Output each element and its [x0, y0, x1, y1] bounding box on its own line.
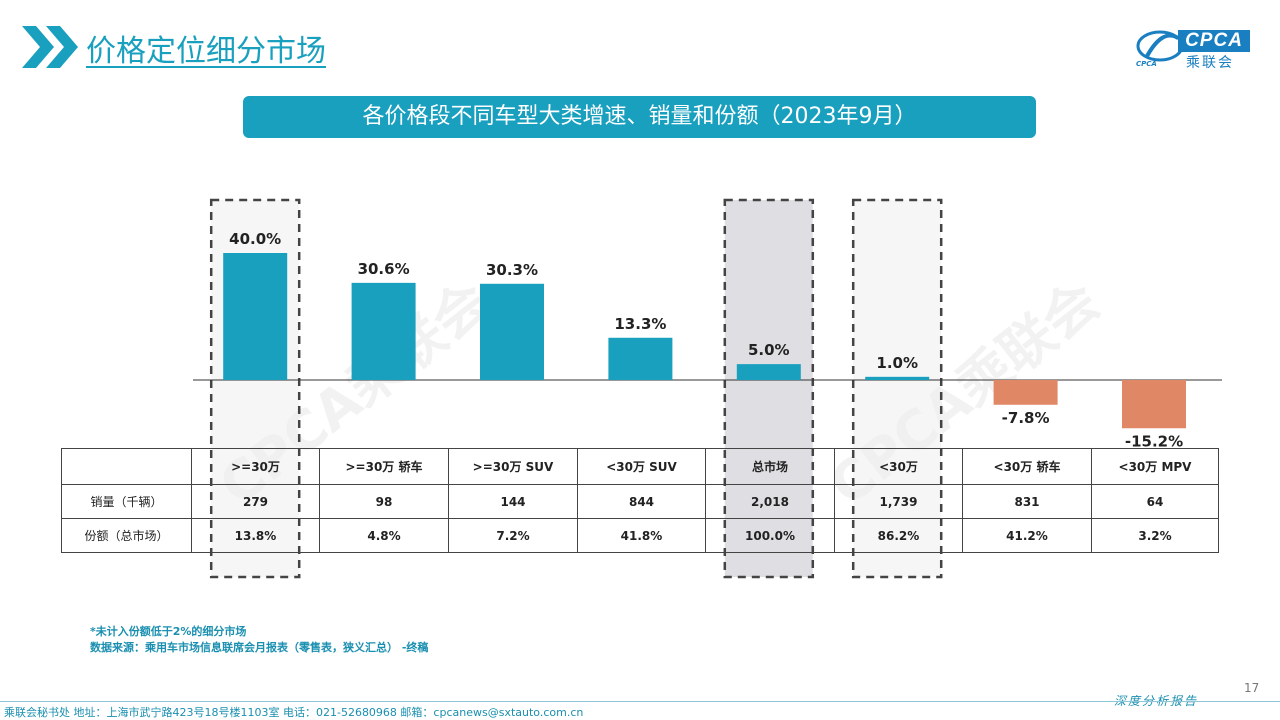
chevron-icon [22, 26, 78, 68]
page-title: 价格定位细分市场 [86, 34, 326, 69]
logo-cn: 乘联会 [1186, 55, 1234, 71]
bar [1122, 380, 1186, 429]
table-row-sales: 销量（千辆） 279 98 144 844 2,018 1,739 831 64 [61, 484, 1219, 519]
data-label: 1.0% [876, 354, 918, 372]
row-label: 份额（总市场） [61, 518, 192, 553]
table-header-cell: <30万 SUV [577, 448, 706, 485]
bar [223, 253, 288, 380]
table-cell: 13.8% [191, 518, 320, 553]
data-label: -7.8% [1002, 409, 1050, 427]
chart-banner: 各价格段不同车型大类增速、销量和份额（2023年9月） [243, 96, 1036, 138]
logo-sub: CPCA [1136, 60, 1157, 68]
footnote: *未计入份额低于2%的细分市场 数据来源：乘用车市场信息联席会月报表（零售表，狭… [90, 624, 428, 656]
table-cell: 3.2% [1091, 518, 1219, 553]
footnote-line: *未计入份额低于2%的细分市场 [90, 625, 247, 638]
table-header-cell: <30万 [834, 448, 963, 485]
data-label: 30.6% [358, 260, 410, 278]
table-cell: 2,018 [705, 484, 835, 519]
footer-address: 乘联会秘书处 地址：上海市武宁路423号18号楼1103室 电话：021-526… [4, 706, 584, 719]
bar [865, 376, 930, 380]
table-header-cell: <30万 MPV [1091, 448, 1219, 485]
table-header-cell: >=30万 SUV [448, 448, 578, 485]
bar [736, 364, 801, 380]
table-cell: 1,739 [834, 484, 963, 519]
table-header-cell: >=30万 [191, 448, 320, 485]
source-line: 数据来源：乘用车市场信息联席会月报表（零售表，狭义汇总） -终稿 [90, 641, 429, 654]
data-label: -15.2% [1125, 432, 1183, 450]
row-label: 销量（千辆） [61, 484, 192, 519]
table-cell: 279 [191, 484, 320, 519]
data-label: 40.0% [229, 230, 281, 248]
table-header-cell: 总市场 [705, 448, 835, 485]
table-cell: 41.2% [962, 518, 1092, 553]
table-header-row: >=30万 >=30万 轿车 >=30万 SUV <30万 SUV 总市场 <3… [61, 448, 1219, 485]
table-cell: 144 [448, 484, 578, 519]
table-row-share: 份额（总市场） 13.8% 4.8% 7.2% 41.8% 100.0% 86.… [61, 518, 1219, 553]
bar [480, 283, 544, 380]
table-cell: 98 [319, 484, 449, 519]
table-cell: 41.8% [577, 518, 706, 553]
page-number: 17 [1244, 681, 1260, 695]
bar [993, 380, 1058, 405]
table-header-cell: <30万 轿车 [962, 448, 1092, 485]
table-cell: 64 [1091, 484, 1219, 519]
table-cell: 4.8% [319, 518, 449, 553]
table-cell: 100.0% [705, 518, 835, 553]
table-corner [61, 448, 192, 485]
data-label: 30.3% [486, 261, 538, 279]
table-cell: 844 [577, 484, 706, 519]
bar [351, 282, 416, 380]
table-cell: 7.2% [448, 518, 578, 553]
table-cell: 86.2% [834, 518, 963, 553]
bar [608, 337, 673, 380]
table-header-cell: >=30万 轿车 [319, 448, 449, 485]
data-table: >=30万 >=30万 轿车 >=30万 SUV <30万 SUV 总市场 <3… [61, 448, 1219, 553]
table-cell: 831 [962, 484, 1092, 519]
data-label: 5.0% [748, 341, 790, 359]
data-label: 13.3% [614, 315, 666, 333]
logo-text: CPCA [1178, 30, 1250, 52]
footer-divider [0, 701, 1280, 702]
